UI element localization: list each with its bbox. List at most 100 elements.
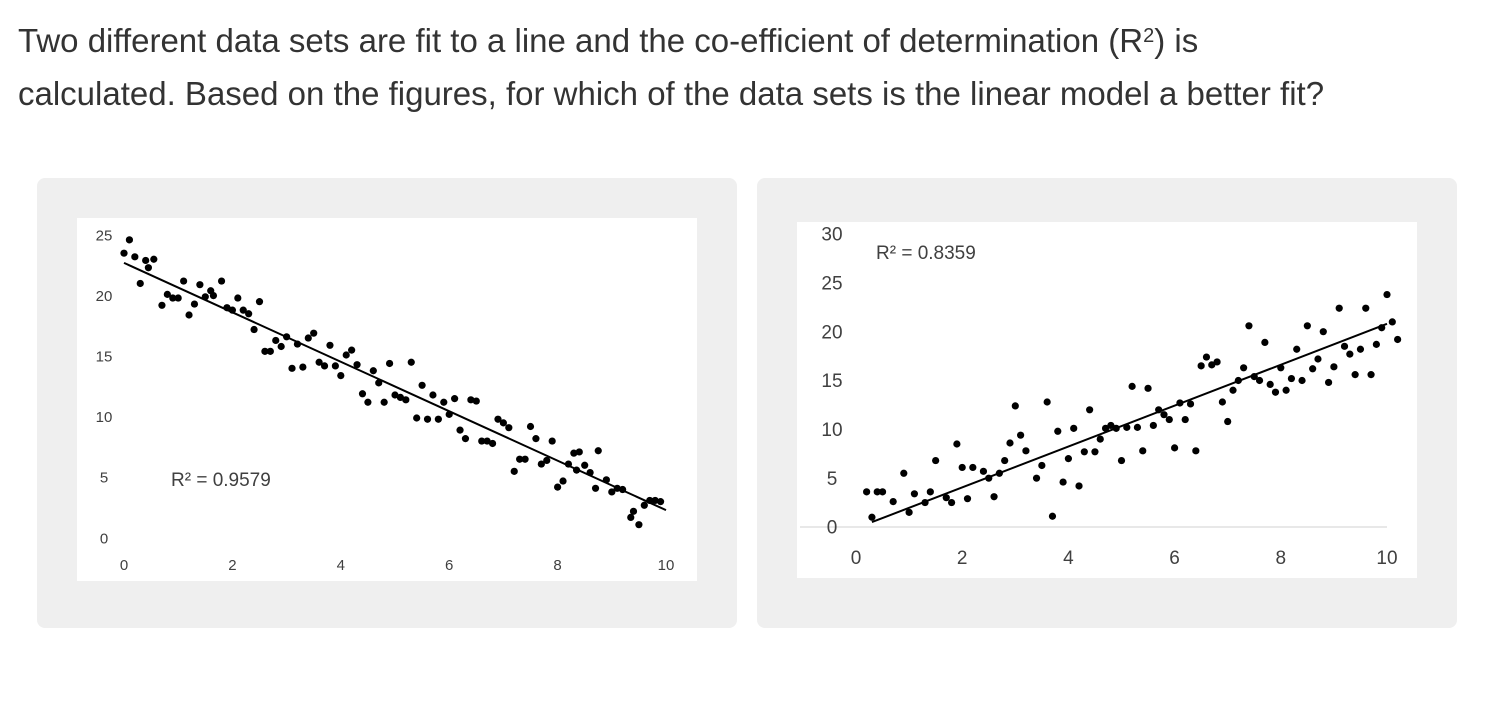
data-point-left <box>245 310 253 318</box>
data-point-left <box>429 391 437 399</box>
chart-area-left <box>77 218 697 581</box>
data-point-right <box>900 469 908 477</box>
data-point-left <box>434 415 442 423</box>
data-point-left <box>461 435 470 443</box>
data-point-right <box>1309 365 1317 373</box>
data-point-right <box>1080 448 1088 456</box>
data-point-right <box>1245 322 1253 330</box>
data-point-left <box>239 306 247 314</box>
data-point-left <box>591 484 600 492</box>
x-tick-label-right: 2 <box>957 548 968 569</box>
data-point-right <box>1282 386 1290 394</box>
question-text: Two different data sets are fit to a lin… <box>18 14 1488 120</box>
x-tick-label-right: 4 <box>1063 548 1074 569</box>
data-point-right <box>932 456 940 465</box>
data-point-right <box>1224 417 1232 426</box>
data-point-left <box>451 395 459 403</box>
data-point-right <box>1330 363 1338 371</box>
data-point-right <box>942 494 950 502</box>
data-point-left <box>570 449 578 457</box>
question-line1-end: ) is <box>1154 22 1199 59</box>
data-point-left <box>413 414 421 422</box>
y-tick-label-right: 0 <box>827 518 838 539</box>
data-point-left <box>478 437 486 445</box>
data-point-right <box>868 513 876 521</box>
data-point-right <box>1048 512 1057 520</box>
x-tick-label-right: 8 <box>1276 548 1287 569</box>
y-tick-label-left: 10 <box>96 409 113 426</box>
data-point-left <box>358 390 367 398</box>
data-point-left <box>423 415 432 423</box>
data-point-left <box>559 477 567 485</box>
data-point-left <box>627 513 635 521</box>
data-point-right <box>1197 362 1205 370</box>
data-point-left <box>272 336 280 345</box>
data-point-left <box>402 396 410 404</box>
data-point-left <box>266 347 274 355</box>
data-point-right <box>1059 478 1067 486</box>
data-point-left <box>472 397 480 405</box>
data-point-right <box>1091 448 1099 456</box>
data-point-left <box>234 294 242 302</box>
data-point-right <box>1261 338 1269 347</box>
data-point-left <box>261 347 269 355</box>
data-point-left <box>488 439 497 448</box>
data-point-left <box>136 279 144 288</box>
data-point-left <box>364 398 372 406</box>
data-point-left <box>537 460 545 468</box>
data-point-right <box>1096 435 1104 443</box>
data-point-right <box>1287 374 1296 383</box>
question-line2: calculated. Based on the figures, for wh… <box>18 75 1325 112</box>
data-point-left <box>532 435 540 443</box>
data-point-right <box>947 498 956 507</box>
data-point-right <box>1394 335 1402 344</box>
data-point-right <box>1011 402 1019 410</box>
data-point-right <box>1144 384 1152 392</box>
y-tick-label-left: 25 <box>96 227 113 244</box>
data-point-left <box>331 362 339 370</box>
data-point-left <box>255 298 264 306</box>
data-point-right <box>926 488 934 496</box>
data-point-right <box>1064 455 1072 463</box>
r-squared-label-left: R² = 0.9579 <box>171 470 271 491</box>
scatter-chart-left: 0 5 10 15 20 25 0 2 4 6 8 10 R² = 0.9579 <box>96 227 675 574</box>
data-point-right <box>1229 386 1237 394</box>
data-point-left <box>326 341 334 349</box>
data-point-right <box>1266 380 1274 389</box>
x-tick-label-right: 10 <box>1376 548 1397 569</box>
x-tick-label-left: 8 <box>553 557 561 574</box>
data-point-left <box>581 461 589 469</box>
data-point-left <box>304 334 312 342</box>
y-tick-label-right: 5 <box>827 469 838 490</box>
data-point-right <box>1006 439 1014 447</box>
data-point-right <box>1335 304 1343 312</box>
data-point-left <box>494 415 502 423</box>
data-point-left <box>174 294 182 302</box>
data-point-left <box>640 501 648 509</box>
data-point-right <box>1149 421 1157 430</box>
data-point-right <box>1117 456 1126 465</box>
data-point-left <box>299 363 307 371</box>
data-point-right <box>953 440 961 448</box>
y-tick-label-right: 30 <box>821 225 842 246</box>
data-point-right <box>1075 482 1083 490</box>
data-point-right <box>990 493 998 501</box>
data-point-left <box>575 448 583 456</box>
data-point-left <box>353 361 361 369</box>
data-point-left <box>407 358 415 366</box>
data-point-right <box>1346 350 1354 358</box>
data-point-right <box>1202 353 1211 361</box>
data-point-right <box>1133 423 1142 431</box>
data-point-left <box>217 277 226 285</box>
data-point-right <box>889 498 897 506</box>
data-point-left <box>196 281 204 289</box>
data-point-right <box>1043 398 1051 406</box>
data-point-right <box>1032 474 1041 482</box>
data-point-right <box>1192 447 1200 455</box>
data-point-left <box>348 346 356 354</box>
data-point-right <box>1022 447 1030 455</box>
data-point-left <box>456 426 464 434</box>
data-point-left <box>310 329 318 337</box>
y-tick-label-left: 5 <box>100 470 108 487</box>
data-point-right <box>1362 304 1370 312</box>
